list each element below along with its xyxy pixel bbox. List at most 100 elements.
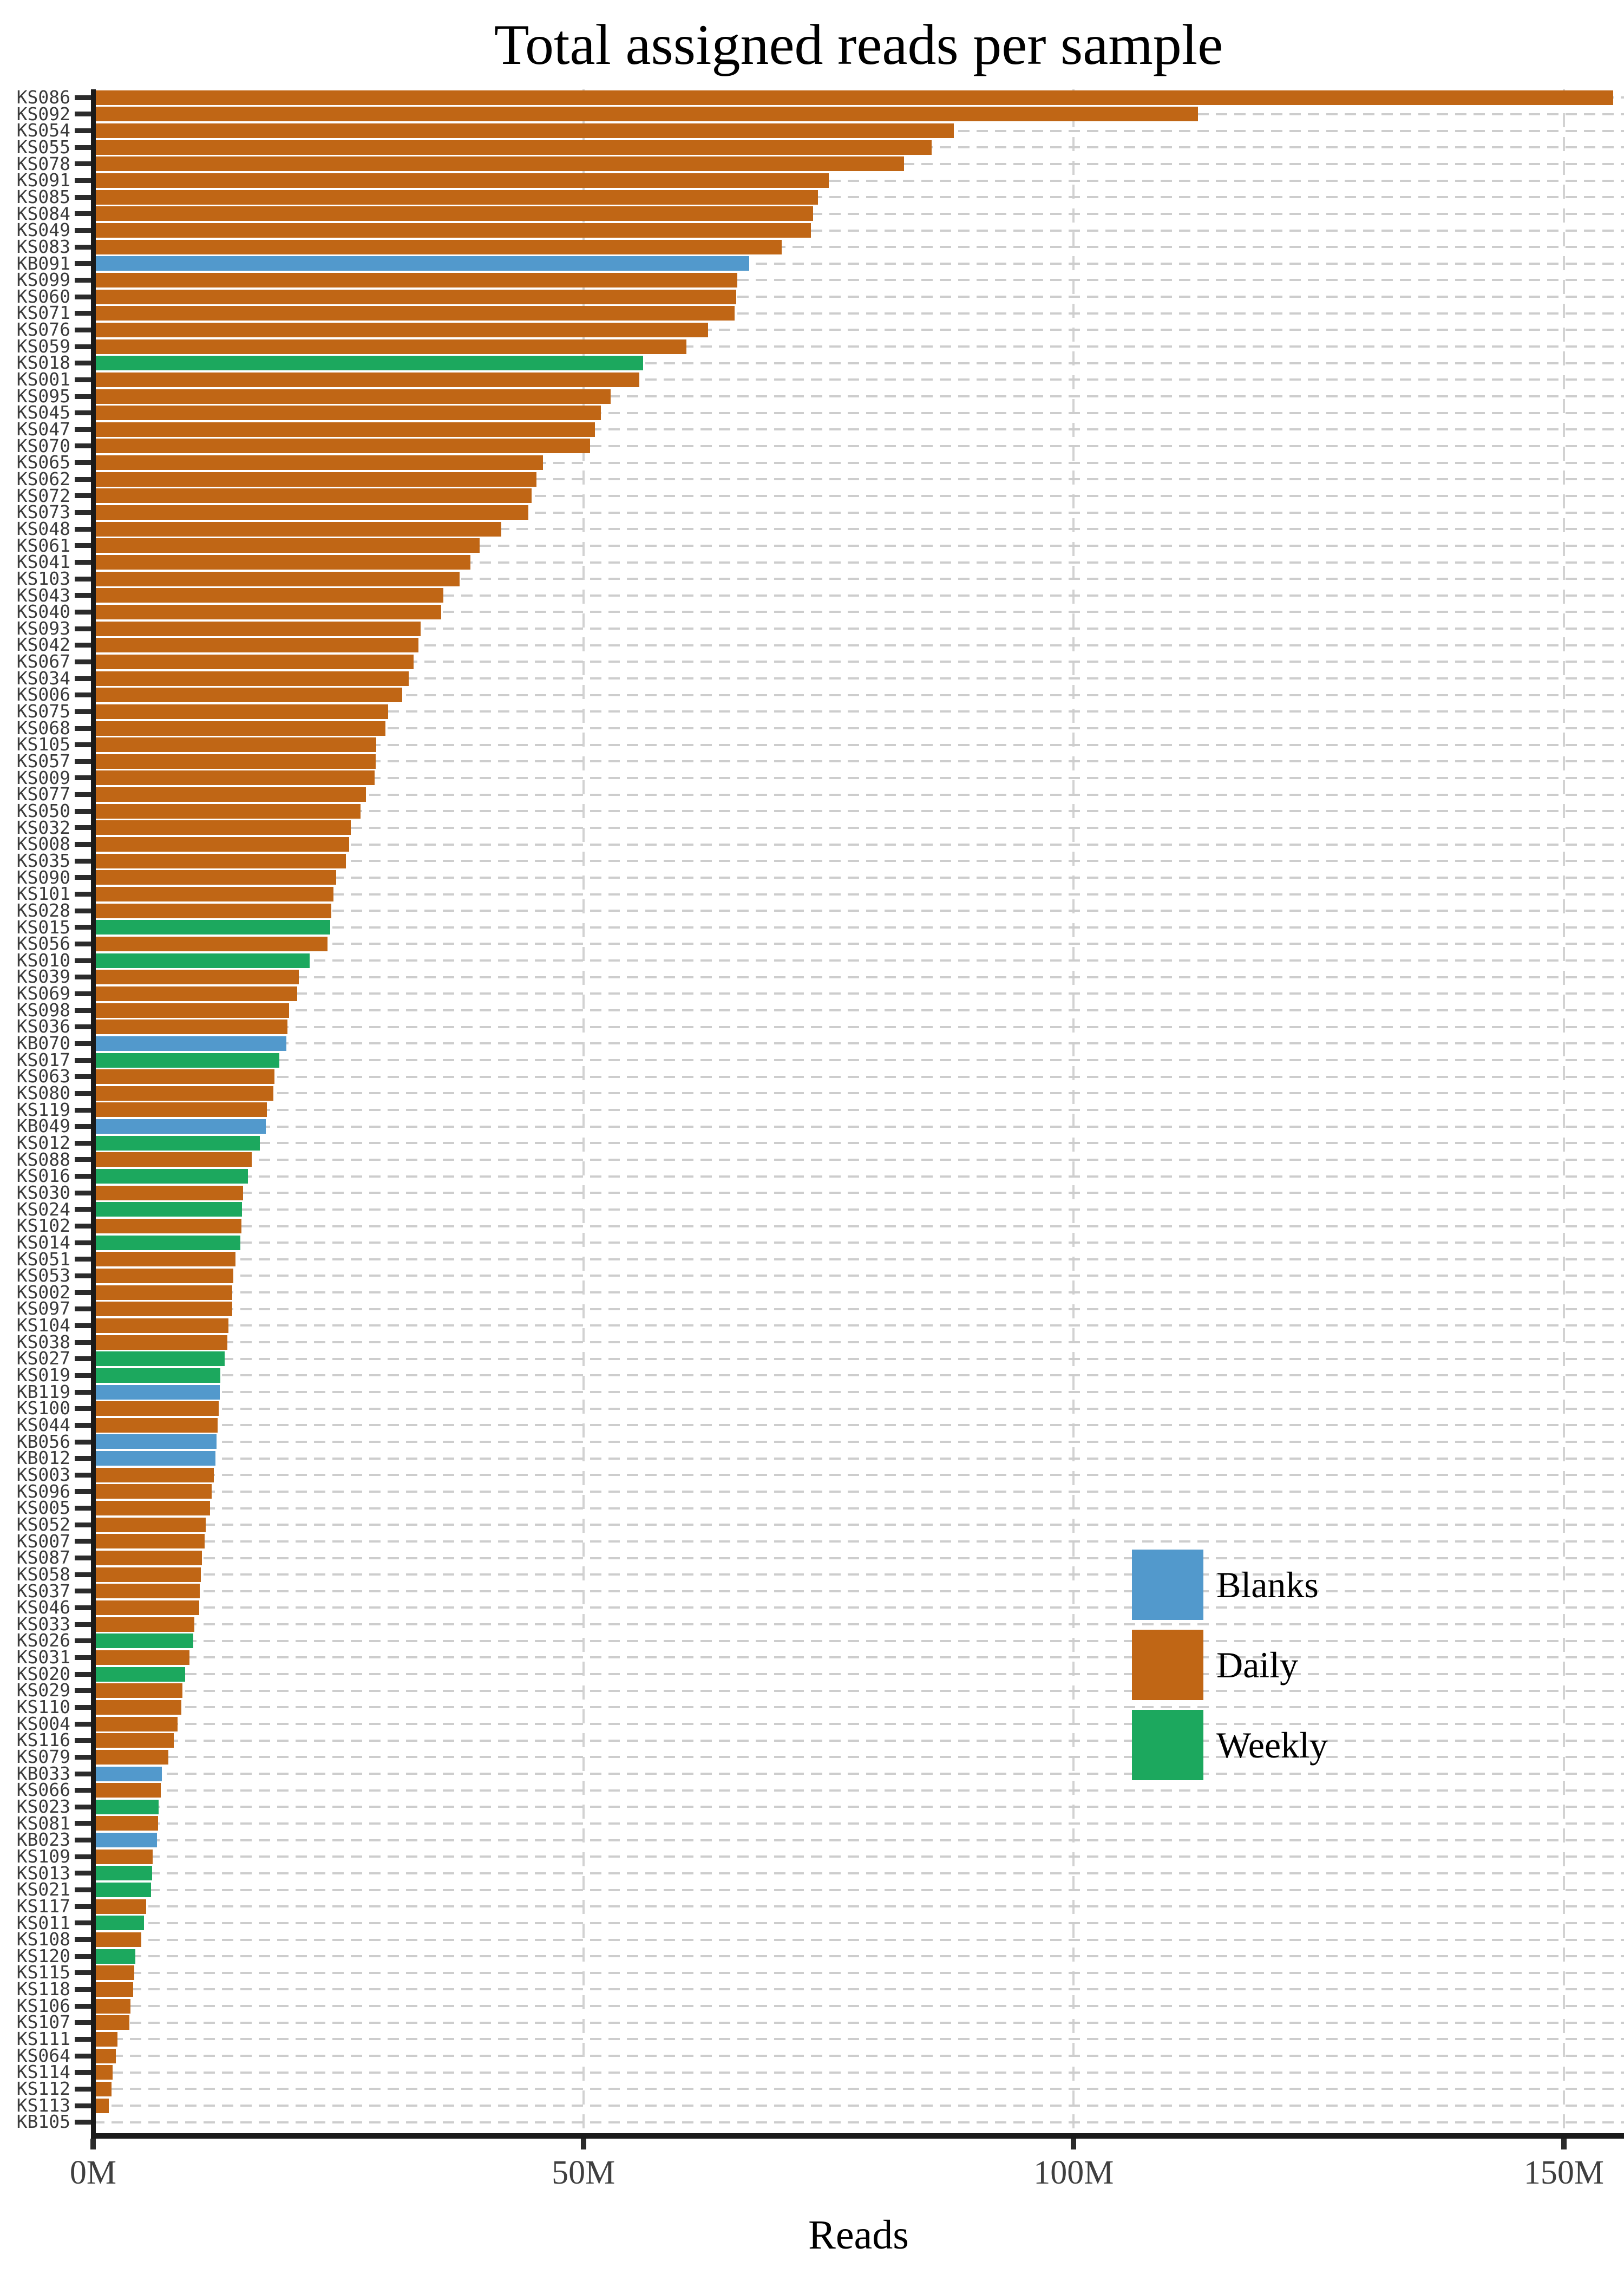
legend-label-daily: Daily [1216, 1644, 1299, 1685]
y-tick-label-KS084: KS084 [16, 202, 70, 224]
row-gridline [93, 528, 1624, 531]
y-tick-label-KS073: KS073 [16, 501, 70, 523]
row-gridline [93, 196, 1624, 199]
y-tick-mark [75, 1704, 91, 1710]
y-tick-mark [75, 825, 91, 831]
y-tick-label-KS068: KS068 [16, 717, 70, 739]
row-gridline [93, 644, 1624, 646]
y-tick-label-KS020: KS020 [16, 1663, 70, 1684]
bar-row-KS041 [93, 554, 1624, 571]
bar-row-KB023 [93, 1832, 1624, 1848]
y-tick-mark [75, 1871, 91, 1876]
y-tick-label-KS033: KS033 [16, 1613, 70, 1635]
bar-row-KS064 [93, 2048, 1624, 2064]
bar-KS030 [93, 1185, 244, 1200]
row-gridline [93, 2005, 1624, 2008]
y-tick-label-KS061: KS061 [16, 534, 70, 556]
bar-KS049 [93, 223, 811, 238]
bar-row-KS055 [93, 139, 1624, 156]
y-tick-mark [75, 975, 91, 980]
row-gridline [93, 1291, 1624, 1294]
row-gridline [93, 461, 1624, 464]
bar-row-KS091 [93, 172, 1624, 189]
bar-KS102 [93, 1219, 241, 1234]
bar-KS087 [93, 1551, 202, 1566]
bar-row-KS031 [93, 1649, 1624, 1666]
y-tick-mark [75, 2086, 91, 2092]
y-tick-mark [75, 2070, 91, 2075]
y-tick-mark [75, 775, 91, 781]
y-tick-label-KS027: KS027 [16, 1348, 70, 1369]
y-tick-label-KS087: KS087 [16, 1547, 70, 1569]
y-tick-mark [75, 1622, 91, 1627]
row-gridline [93, 1208, 1624, 1211]
y-tick-mark [75, 842, 91, 847]
y-tick-mark [75, 1157, 91, 1162]
bar-row-KS058 [93, 1566, 1624, 1583]
y-tick-mark [75, 2103, 91, 2108]
y-tick-mark [75, 925, 91, 930]
bar-row-KS119 [93, 1102, 1624, 1119]
x-axis-spine [91, 2133, 1624, 2139]
bar-KS005 [93, 1501, 210, 1516]
y-tick-mark [75, 476, 91, 482]
y-tick-mark [75, 908, 91, 913]
bar-KS040 [93, 604, 442, 619]
row-gridline [93, 2038, 1624, 2041]
bar-KS098 [93, 1003, 290, 1018]
y-tick-mark [75, 1074, 91, 1080]
legend-item-daily: Daily [1132, 1630, 1328, 1700]
bar-row-KS079 [93, 1749, 1624, 1766]
bar-KS107 [93, 2015, 130, 2030]
bar-KB091 [93, 256, 749, 271]
y-tick-label-KS077: KS077 [16, 783, 70, 805]
y-tick-mark [75, 1240, 91, 1245]
bar-KS058 [93, 1567, 201, 1582]
row-gridline [93, 1889, 1624, 1891]
y-tick-label-KS101: KS101 [16, 883, 70, 905]
bar-KS116 [93, 1733, 174, 1748]
y-tick-label-KS032: KS032 [16, 816, 70, 838]
bar-row-KS110 [93, 1699, 1624, 1716]
row-gridline [93, 1042, 1624, 1045]
y-tick-label-KS048: KS048 [16, 518, 70, 539]
row-gridline [93, 793, 1624, 796]
bar-KS006 [93, 688, 402, 703]
y-tick-mark [75, 1406, 91, 1412]
y-tick-mark [75, 1124, 91, 1129]
bar-KS076 [93, 322, 708, 337]
bar-KS048 [93, 521, 501, 537]
row-gridline [93, 677, 1624, 680]
bar-KS084 [93, 206, 813, 221]
row-gridline [93, 229, 1624, 232]
y-tick-label-KS108: KS108 [16, 1929, 70, 1950]
y-tick-mark [75, 1273, 91, 1278]
bar-KS044 [93, 1417, 218, 1433]
y-tick-mark [75, 1589, 91, 1594]
row-gridline [93, 1407, 1624, 1410]
bar-row-KS066 [93, 1782, 1624, 1799]
y-tick-mark [75, 991, 91, 996]
row-gridline [93, 611, 1624, 613]
y-tick-label-KS092: KS092 [16, 103, 70, 125]
y-tick-label-KS047: KS047 [16, 419, 70, 440]
bar-row-KS112 [93, 2081, 1624, 2097]
bar-row-KS072 [93, 488, 1624, 505]
y-tick-mark [75, 709, 91, 714]
y-tick-mark [75, 443, 91, 449]
bar-KB070 [93, 1036, 286, 1051]
y-tick-mark [75, 1522, 91, 1527]
bar-row-KS073 [93, 504, 1624, 521]
y-tick-mark [75, 1174, 91, 1179]
row-gridline [93, 428, 1624, 431]
y-tick-mark [75, 1356, 91, 1362]
x-tick-mark-100M [1071, 2139, 1077, 2149]
y-tick-mark [75, 1224, 91, 1229]
y-tick-mark [75, 178, 91, 184]
x-tick-label-50M: 50M [552, 2154, 615, 2191]
y-tick-mark [75, 1854, 91, 1859]
bar-row-KS103 [93, 571, 1624, 587]
y-tick-label-KS120: KS120 [16, 1945, 70, 1966]
y-tick-label-KS090: KS090 [16, 866, 70, 888]
y-tick-mark [75, 576, 91, 581]
